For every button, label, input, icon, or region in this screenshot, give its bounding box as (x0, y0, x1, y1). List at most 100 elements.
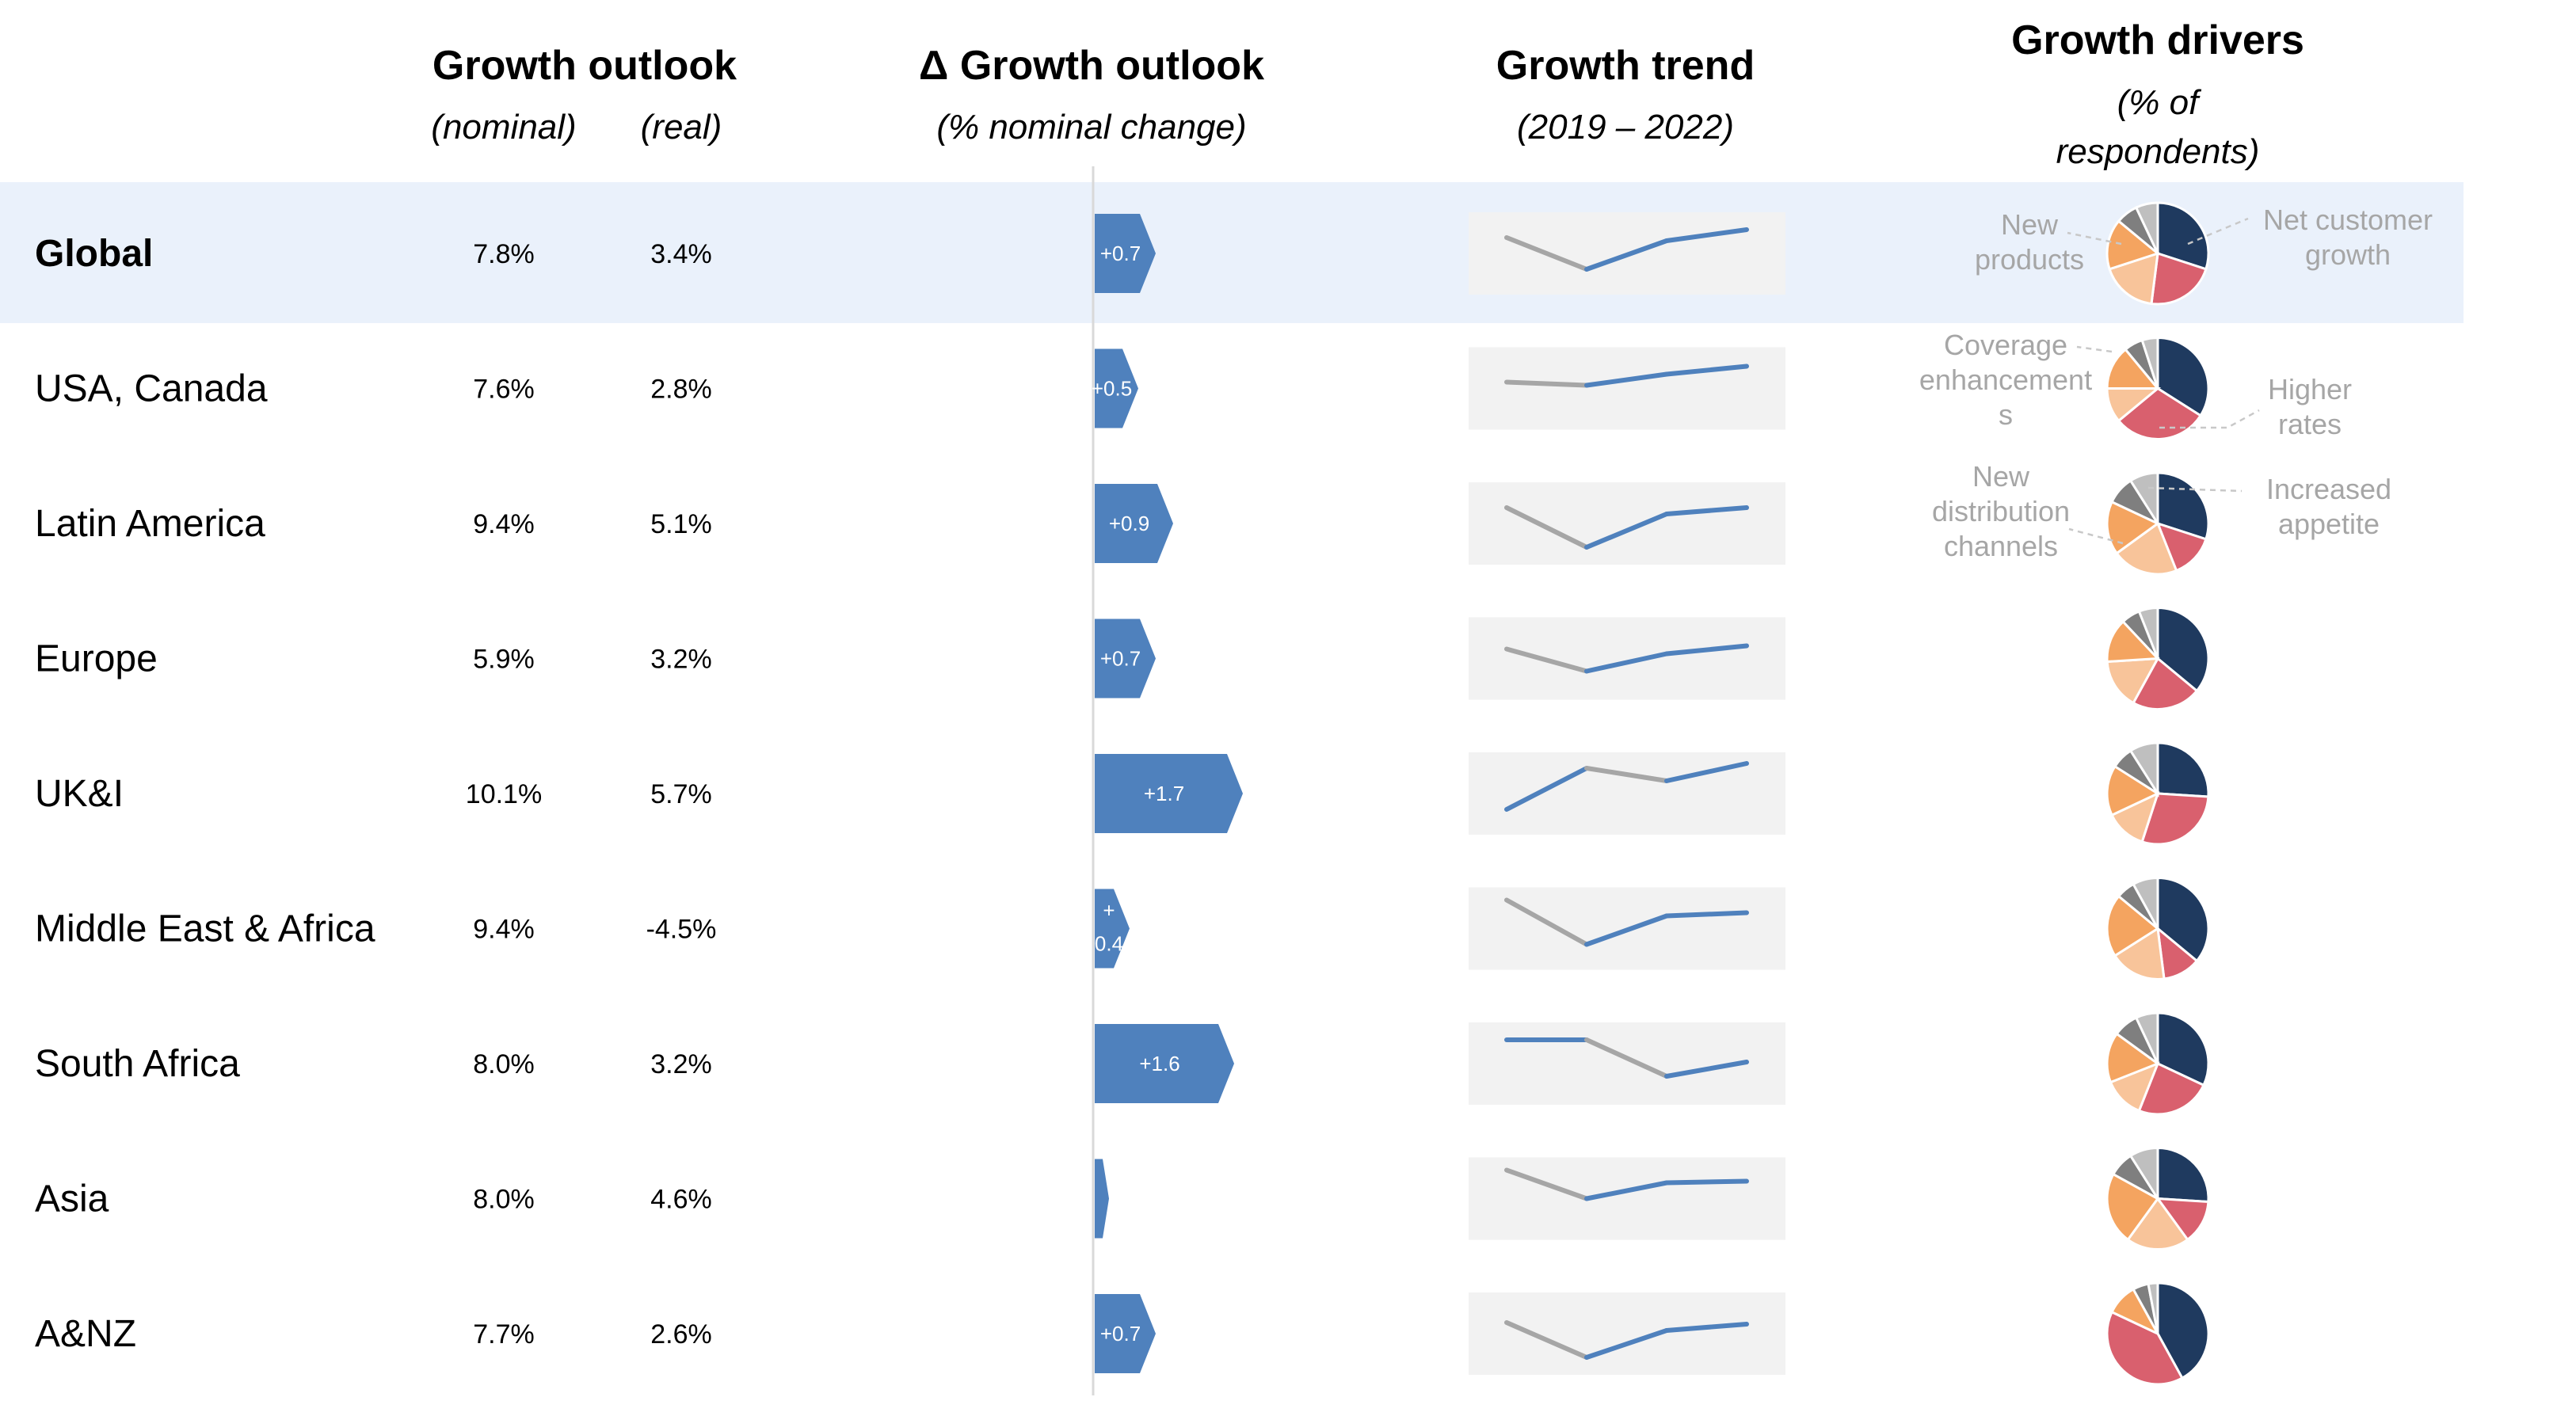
pie-slice-asia-net-customer-growth (2156, 1146, 2210, 1204)
pie-slice-global-net-customer-growth (2156, 201, 2210, 271)
header-delta-outlook: Δ Growth outlook (919, 43, 1264, 89)
pie-slice-middle-east-africa-new-products (2132, 876, 2159, 930)
trend-segment-south-africa-3 (1664, 1060, 1749, 1079)
pie-slice-europe-net-customer-growth (2156, 606, 2210, 693)
delta-bar-latin-america (1095, 484, 1173, 563)
trend-segment-asia-2 (1584, 1180, 1669, 1201)
trend-segment-middle-east-africa-3 (1664, 910, 1749, 919)
global-row-highlight (0, 182, 2464, 323)
pie-slice-latin-america-new-products (2128, 471, 2159, 528)
annotation-appetite-2: appetite (2278, 508, 2380, 540)
pie-slice-uk-i-new-distribution-channels (2105, 764, 2161, 817)
pie-slice-asia-increased-appetite (2126, 1196, 2189, 1250)
real-value-a-nz: 2.6% (650, 1319, 712, 1349)
header-growth-outlook: Growth outlook (433, 43, 737, 89)
pie-slice-south-africa-higher-rates (2137, 1061, 2205, 1116)
pie-slice-europe-increased-appetite (2105, 657, 2160, 705)
trend-bg-a-nz (1469, 1292, 1785, 1375)
delta-label-south-africa: +1.6 (1139, 1052, 1179, 1075)
leader-appetite (2147, 486, 2243, 493)
annotation-coverage-1: Coverage (1944, 329, 2067, 361)
trend-segment-europe-3 (1664, 643, 1749, 657)
annotation-higher-rates-2: rates (2278, 408, 2342, 440)
trend-segment-south-africa-2 (1584, 1037, 1669, 1079)
delta-label-uk-i: +1.7 (1144, 782, 1184, 805)
nominal-value-latin-america: 9.4% (473, 509, 535, 539)
delta-label-usa-canada: +0.5 (1092, 377, 1132, 401)
annotation-higher-rates-1: Higher (2268, 373, 2352, 405)
pie-slice-middle-east-africa-net-customer-growth (2156, 876, 2210, 963)
delta-label-latin-america: +0.9 (1109, 512, 1149, 535)
annotation-appetite-1: Increased (2266, 473, 2391, 505)
delta-bar-uk-i (1095, 754, 1243, 833)
nominal-value-middle-east-africa: 9.4% (473, 915, 535, 945)
pie-slice-europe-new-products (2137, 606, 2159, 660)
trend-segment-middle-east-africa-2 (1584, 913, 1669, 947)
nominal-value-uk-i: 10.1% (466, 779, 542, 809)
delta-bar-asia (1095, 1159, 1109, 1239)
pie-slice-middle-east-africa-new-distribution-channels (2105, 894, 2160, 957)
delta-label-global: +0.7 (1100, 242, 1141, 265)
header-nominal: (nominal) (431, 108, 576, 147)
trend-segment-a-nz-1 (1504, 1320, 1589, 1360)
pie-slice-latin-america-increased-appetite (2115, 521, 2178, 576)
trend-segment-global-2 (1584, 238, 1669, 272)
pie-slice-a-nz-new-products (2147, 1281, 2159, 1334)
header-real: (real) (641, 108, 722, 147)
nominal-value-asia: 8.0% (473, 1185, 535, 1215)
header-drivers: Growth drivers (2011, 17, 2304, 63)
delta-bar-europe (1095, 619, 1156, 698)
region-label-europe: Europe (35, 638, 158, 680)
nominal-value-south-africa: 8.0% (473, 1049, 535, 1079)
trend-segment-a-nz-3 (1664, 1322, 1749, 1333)
real-value-south-africa: 3.2% (650, 1049, 712, 1079)
delta-label-middle-east-africa-1: + (1103, 899, 1115, 923)
annotation-net-customer-1: Net customer (2263, 204, 2433, 236)
pie-slice-uk-i-higher-rates (2140, 792, 2210, 846)
real-value-asia: 4.6% (650, 1185, 712, 1215)
trend-bg-latin-america (1469, 482, 1785, 565)
trend-segment-uk-i-2 (1584, 766, 1669, 783)
pie-slice-global-new-products (2134, 201, 2159, 254)
annotation-leader-lines (2067, 217, 2260, 545)
annotation-net-customer-2: growth (2305, 238, 2391, 271)
annotation-new-products-2: products (1975, 243, 2084, 276)
pie-slice-south-africa-net-customer-growth (2156, 1011, 2210, 1087)
pie-slice-south-africa-new-distribution-channels (2105, 1032, 2161, 1084)
trend-segment-latin-america-1 (1504, 505, 1589, 550)
pie-slice-south-africa-new-products (2134, 1011, 2159, 1064)
header-trend: Growth trend (1496, 43, 1755, 89)
pie-slice-asia-new-distribution-channels (2105, 1172, 2160, 1242)
trend-segment-latin-america-2 (1584, 512, 1669, 550)
region-label-south-africa: South Africa (35, 1043, 240, 1085)
pie-slice-uk-i-new-products (2128, 741, 2159, 798)
annotation-distribution-3: channels (1944, 530, 2058, 562)
pie-slice-usa-canada-higher-rates (2117, 386, 2203, 440)
delta-bar-south-africa (1095, 1024, 1234, 1103)
delta-label-a-nz: +0.7 (1100, 1322, 1141, 1346)
annotation-distribution-2: distribution (1932, 495, 2070, 527)
annotation-distribution-1: New (1972, 460, 2030, 493)
trend-segment-usa-canada-2 (1584, 371, 1669, 388)
pie-slice-global-new-distribution-channels (2105, 219, 2161, 271)
trend-segment-latin-america-3 (1664, 505, 1749, 516)
nominal-value-usa-canada: 7.6% (473, 375, 535, 405)
delta-bar-middle-east-africa (1095, 889, 1130, 969)
trend-segment-global-1 (1504, 235, 1589, 272)
header-delta-sub: (% nominal change) (936, 108, 1246, 147)
delta-label-europe: +0.7 (1100, 647, 1141, 671)
trend-segment-europe-1 (1504, 646, 1589, 674)
header-drivers-sub-1: (% of (2117, 83, 2202, 122)
trend-bg-usa-canada (1469, 347, 1785, 430)
real-value-uk-i: 5.7% (650, 779, 712, 809)
real-value-global: 3.4% (650, 239, 712, 269)
region-label-asia: Asia (35, 1178, 109, 1220)
annotation-coverage-2: enhancement (1919, 364, 2092, 396)
leader-net-customer (2187, 217, 2249, 246)
trend-segment-usa-canada-3 (1664, 364, 1749, 377)
leader-higher-rates (2159, 409, 2260, 429)
region-label-global: Global (35, 233, 153, 275)
trend-segment-asia-3 (1664, 1178, 1749, 1186)
pie-slice-a-nz-higher-rates (2105, 1310, 2184, 1386)
region-label-uk-i: UK&I (35, 773, 124, 815)
